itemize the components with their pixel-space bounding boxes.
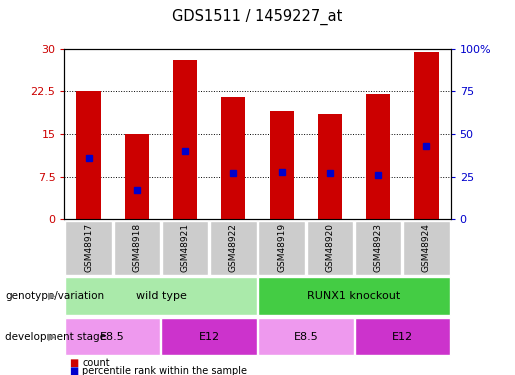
Text: percentile rank within the sample: percentile rank within the sample	[82, 366, 247, 375]
Text: GSM48919: GSM48919	[277, 223, 286, 272]
Text: GSM48922: GSM48922	[229, 223, 238, 272]
Bar	[366, 94, 390, 219]
Text: E8.5: E8.5	[294, 332, 318, 342]
Text: RUNX1 knockout: RUNX1 knockout	[307, 291, 401, 301]
Bar	[355, 220, 401, 274]
Bar	[76, 92, 100, 219]
Text: GSM48924: GSM48924	[422, 223, 431, 272]
Bar	[415, 52, 439, 219]
Text: GSM48918: GSM48918	[132, 223, 141, 272]
Text: development stage: development stage	[5, 332, 106, 342]
Text: GSM48923: GSM48923	[374, 223, 383, 272]
Bar	[221, 97, 246, 219]
Text: GSM48920: GSM48920	[325, 223, 334, 272]
Text: ▶: ▶	[48, 332, 55, 342]
Text: ■: ■	[70, 358, 79, 368]
Bar	[259, 220, 305, 274]
Bar	[65, 277, 257, 315]
Text: ■: ■	[70, 366, 79, 375]
Bar	[269, 111, 294, 219]
Text: E12: E12	[199, 332, 220, 342]
Text: count: count	[82, 358, 110, 368]
Bar	[258, 277, 450, 315]
Bar	[307, 220, 353, 274]
Bar	[354, 318, 450, 356]
Text: GSM48917: GSM48917	[84, 223, 93, 272]
Bar	[162, 220, 208, 274]
Text: E12: E12	[392, 332, 413, 342]
Text: ▶: ▶	[48, 291, 55, 301]
Bar	[318, 114, 342, 219]
Text: GDS1511 / 1459227_at: GDS1511 / 1459227_at	[173, 9, 342, 25]
Bar	[258, 318, 354, 356]
Text: GSM48921: GSM48921	[181, 223, 190, 272]
Bar	[210, 220, 256, 274]
Bar	[161, 318, 257, 356]
Bar	[65, 220, 112, 274]
Bar	[65, 318, 161, 356]
Text: genotype/variation: genotype/variation	[5, 291, 104, 301]
Text: E8.5: E8.5	[100, 332, 125, 342]
Bar	[114, 220, 160, 274]
Text: wild type: wild type	[135, 291, 186, 301]
Bar	[125, 134, 149, 219]
Bar	[403, 220, 450, 274]
Bar	[173, 60, 197, 219]
